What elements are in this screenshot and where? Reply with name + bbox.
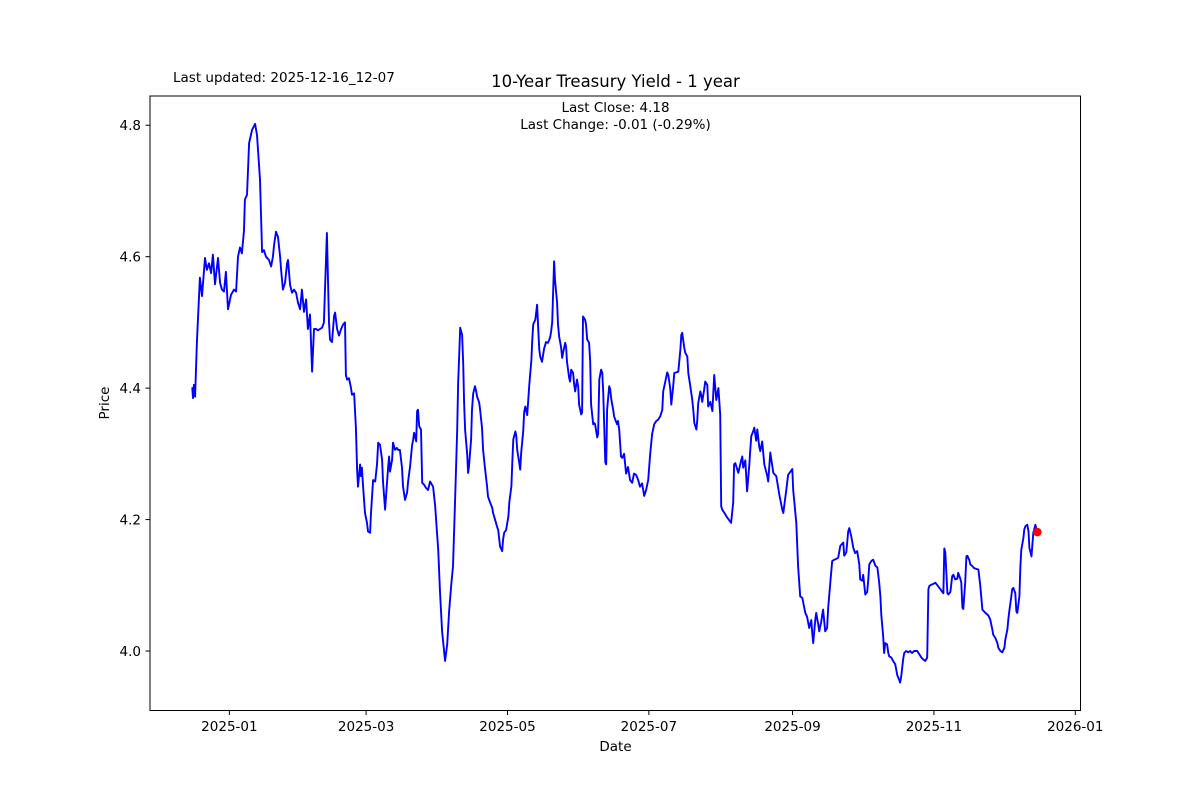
y-tick-label: 4.4 — [120, 381, 141, 397]
y-tick-label: 4.8 — [120, 118, 141, 134]
x-tick-label: 2025-07 — [621, 719, 677, 735]
x-tick-label: 2025-09 — [764, 719, 820, 735]
y-tick-label: 4.0 — [120, 644, 141, 660]
x-tick-label: 2025-03 — [338, 719, 394, 735]
x-tick-label: 2025-01 — [201, 719, 257, 735]
x-tick-label: 2025-05 — [479, 719, 535, 735]
y-tick-label: 4.2 — [120, 512, 141, 528]
last-close-marker — [1033, 527, 1042, 537]
x-tick-label: 2025-11 — [906, 719, 962, 735]
last-change-annotation: Last Change: -0.01 (-0.29%) — [520, 117, 711, 133]
axes-border — [149, 95, 1081, 711]
last-close-annotation: Last Close: 4.18 — [561, 100, 670, 116]
x-tick-label: 2026-01 — [1047, 719, 1103, 735]
y-tick-label: 4.6 — [120, 249, 141, 265]
last-updated-annotation: Last updated: 2025-12-16_12-07 — [173, 70, 395, 86]
x-axis-title: Date — [599, 739, 632, 755]
price-line — [191, 122, 1039, 684]
y-axis-title: Price — [97, 386, 113, 420]
chart-title: 10-Year Treasury Yield - 1 year — [491, 72, 740, 91]
